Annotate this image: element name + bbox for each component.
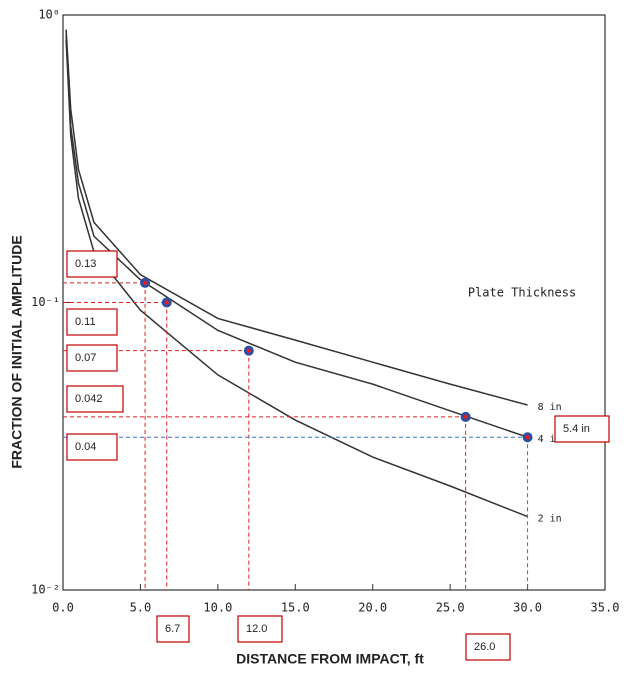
annotation-box [66, 344, 118, 372]
x-tick-label: 20.0 [358, 601, 387, 615]
line-label: 4 in [538, 434, 562, 445]
point-center [246, 348, 252, 353]
plot-frame [62, 14, 606, 591]
annotation-box [66, 385, 124, 413]
point-center [463, 414, 468, 420]
y-tick-label: 10⁻² [31, 583, 60, 597]
annotation: 0.042 [75, 393, 103, 405]
line-label: 2 in [538, 514, 562, 525]
y-tick-label: 10⁰ [38, 8, 60, 22]
annotation-box [66, 433, 118, 461]
annotation: 26.0 [474, 641, 495, 653]
annotation-box [237, 615, 283, 643]
x-tick-label: 5.0 [130, 601, 152, 615]
annotation: 5.4 in [563, 423, 590, 435]
annotation: 6.7 [165, 623, 180, 635]
annotation-box [156, 615, 190, 643]
annotation: 0.07 [75, 352, 96, 364]
annotation-box [66, 250, 118, 278]
y-axis-label: FRACTION OF INITIAL AMPLITUDE [9, 235, 25, 468]
line [65, 29, 528, 406]
x-tick-label: 0.0 [52, 601, 74, 615]
annotation-box [554, 415, 610, 443]
x-axis-label: DISTANCE FROM IMPACT, ft [236, 651, 424, 667]
y-tick-label: 10⁻¹ [31, 295, 60, 309]
x-tick-label: 35.0 [591, 601, 620, 615]
annotation: 12.0 [246, 623, 267, 635]
x-tick-label: 25.0 [436, 601, 465, 615]
point-center [525, 434, 530, 440]
annotation: 0.11 [75, 316, 96, 328]
point-center [142, 280, 148, 286]
x-tick-label: 10.0 [203, 601, 232, 615]
annotation: 0.13 [75, 258, 96, 270]
line [65, 35, 528, 438]
x-tick-label: 15.0 [281, 601, 310, 615]
annotation-box [465, 633, 511, 661]
line [65, 39, 528, 518]
annotation: 0.04 [75, 441, 96, 453]
x-tick-label: 30.0 [513, 601, 542, 615]
point-center [164, 300, 169, 305]
legend-title: Plate Thickness [468, 286, 576, 300]
annotation-box [66, 308, 118, 336]
line-label: 8 in [538, 402, 562, 413]
